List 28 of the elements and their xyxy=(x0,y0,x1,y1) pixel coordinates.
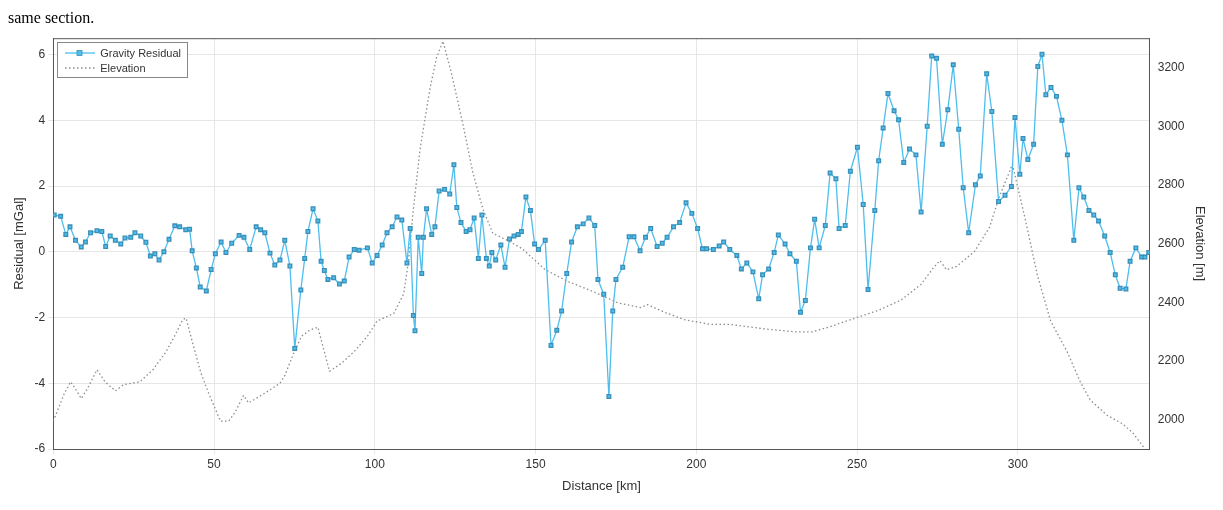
legend-label: Elevation xyxy=(100,61,146,74)
y2-tick-label: 2200 xyxy=(1157,353,1185,368)
x-tick-label: 300 xyxy=(1007,456,1029,471)
y-tick-label: 0 xyxy=(38,244,46,259)
x-tick-label: 250 xyxy=(847,456,868,471)
y-axis-title: Residual [mGal] xyxy=(11,197,27,290)
x-tick-label: 0 xyxy=(49,456,57,471)
x-tick-label: 200 xyxy=(686,456,707,471)
y2-tick-label: 2000 xyxy=(1157,411,1185,426)
y2-tick-label: 2600 xyxy=(1157,235,1185,250)
line-series xyxy=(53,40,1146,449)
text: same section. xyxy=(8,8,96,28)
x-tick-label: 150 xyxy=(525,456,546,471)
x-tick-label: 100 xyxy=(364,456,386,471)
y-tick-label: 2 xyxy=(38,178,46,193)
y2-tick-label: 2400 xyxy=(1157,294,1185,309)
y-tick-label: 4 xyxy=(38,112,46,127)
y2-tick-label: 3200 xyxy=(1157,59,1185,74)
y-tick-label: 6 xyxy=(38,46,46,61)
y-tick-label: -4 xyxy=(34,375,46,390)
y-tick-label: -6 xyxy=(34,441,46,456)
x-tick-label: 50 xyxy=(207,456,222,471)
y2-axis-title: Elevation [m] xyxy=(1192,206,1208,282)
y2-tick-label: 2800 xyxy=(1157,177,1185,192)
legend-label: Gravity Residual xyxy=(100,46,181,59)
y-tick-label: -2 xyxy=(34,309,46,324)
y2-tick-label: 3000 xyxy=(1157,118,1185,133)
x-axis-title: Distance [km] xyxy=(562,477,641,493)
